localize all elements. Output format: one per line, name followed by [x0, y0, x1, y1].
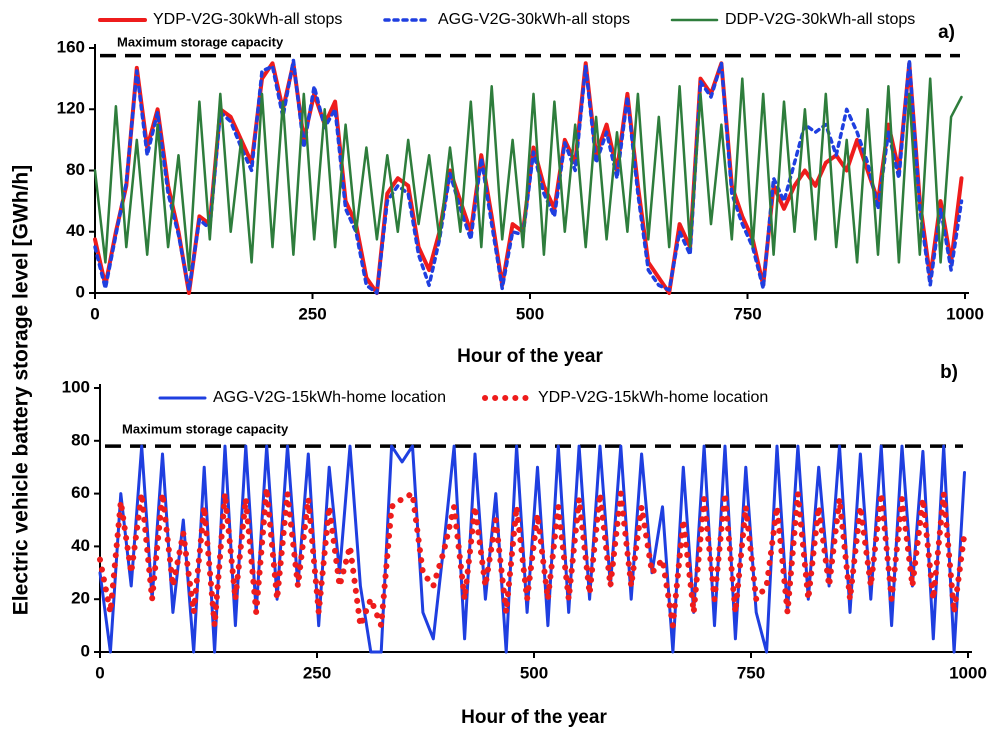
x-tick-label: 500 — [516, 304, 544, 323]
y-tick-label: 40 — [66, 221, 85, 240]
series-line — [93, 77, 963, 272]
x-tick-label: 750 — [733, 304, 761, 323]
legend-label: YDP-V2G-15kWh-home location — [538, 389, 768, 406]
x-tick-label: 0 — [90, 304, 99, 323]
y-tick-label: 100 — [62, 377, 90, 396]
series-line — [97, 485, 968, 629]
legend-label: DDP-V2G-30kWh-all stops — [725, 11, 915, 28]
legend-label: AGG-V2G-30kWh-all stops — [438, 11, 630, 28]
y-axis-label: Electric vehicle battery storage level [… — [10, 165, 33, 616]
x-tick-label: 250 — [298, 304, 326, 323]
annotation: Maximum storage capacity — [117, 34, 284, 49]
series-line — [93, 58, 964, 295]
legend-label: YDP-V2G-30kWh-all stops — [153, 11, 342, 28]
panel-label: b) — [940, 362, 958, 383]
x-tick-label: 750 — [737, 663, 765, 682]
x-tick-label: 0 — [95, 663, 104, 682]
y-tick-label: 80 — [71, 430, 90, 449]
y-tick-label: 20 — [71, 589, 90, 608]
x-tick-label: 250 — [303, 663, 331, 682]
y-tick-label: 80 — [66, 160, 85, 179]
x-tick-label: 500 — [520, 663, 548, 682]
annotation: Maximum storage capacity — [122, 421, 289, 436]
y-tick-label: 60 — [71, 483, 90, 502]
legend-label: AGG-V2G-15kWh-home location — [213, 389, 446, 406]
x-axis-label: Hour of the year — [457, 346, 603, 367]
y-tick-label: 160 — [57, 37, 85, 56]
y-tick-label: 0 — [81, 641, 90, 660]
x-tick-label: 1000 — [949, 663, 987, 682]
x-axis-label: Hour of the year — [461, 707, 607, 728]
y-tick-label: 0 — [76, 282, 85, 301]
x-tick-label: 1000 — [946, 304, 984, 323]
y-tick-label: 120 — [57, 99, 85, 118]
panel-label: a) — [938, 22, 955, 43]
y-tick-label: 40 — [71, 536, 90, 555]
